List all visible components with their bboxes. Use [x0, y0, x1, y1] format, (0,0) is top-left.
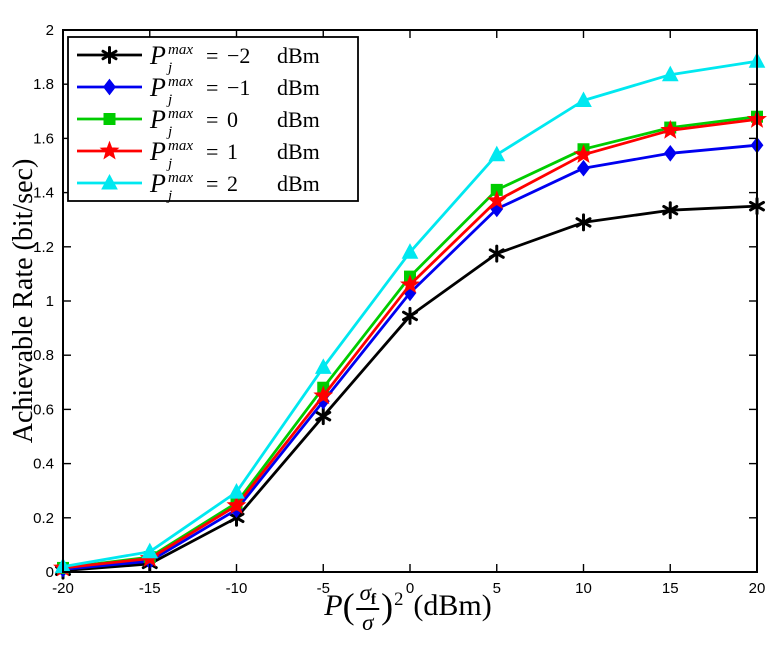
y-tick-label: 2 — [46, 22, 54, 39]
xlabel-exponent: 2 — [394, 588, 404, 610]
x-axis-label: P(σf σ)2 (dBm) — [324, 580, 492, 636]
marker-diamond — [577, 159, 590, 177]
y-axis-label: Achievable Rate (bit/sec) — [8, 158, 39, 444]
legend-var: P — [149, 169, 166, 198]
xlabel-sub-f: f — [370, 590, 377, 608]
legend-value: 1 — [227, 139, 238, 164]
legend-unit: dBm — [277, 139, 320, 164]
legend-var-sub: j — [166, 92, 172, 108]
x-tick-label: -20 — [52, 580, 74, 597]
marker-asterisk — [575, 213, 592, 232]
marker-diamond — [103, 78, 116, 96]
legend-var-sub: j — [166, 156, 172, 172]
x-tick-label: -10 — [226, 580, 248, 597]
x-tick-label: 20 — [749, 580, 766, 597]
marker-asterisk — [488, 244, 505, 263]
marker-asterisk — [662, 201, 679, 220]
legend-var-sup: max — [168, 170, 193, 186]
xlabel-close-paren: ) — [381, 585, 394, 626]
xlabel-unit: (dBm) — [413, 588, 492, 622]
marker-triangle-up — [661, 65, 679, 82]
y-tick-label: 0.4 — [33, 456, 54, 473]
legend-var: P — [149, 105, 166, 134]
marker-asterisk — [315, 407, 332, 426]
x-tick-label: -5 — [317, 580, 330, 597]
ticks — [62, 29, 758, 573]
legend-unit: dBm — [277, 75, 320, 100]
y-tick-label: 1.4 — [33, 185, 54, 202]
xlabel-sigma-denominator: σ — [362, 610, 374, 636]
legend-var: P — [149, 41, 166, 70]
y-tick-label: 1 — [46, 293, 54, 310]
legend-equals: = — [206, 43, 218, 68]
marker-pentagram — [226, 495, 247, 515]
legend-value: 0 — [227, 107, 238, 132]
y-tick-label: 1.8 — [33, 76, 54, 93]
marker-triangle-up — [228, 483, 245, 499]
legend-value: −1 — [227, 75, 250, 100]
legend-unit: dBm — [277, 171, 320, 196]
marker-square — [103, 113, 116, 125]
marker-triangle-up — [401, 243, 419, 259]
y-tick-label: 1.2 — [33, 239, 54, 256]
legend-var: P — [149, 73, 166, 102]
marker-pentagram — [313, 385, 334, 405]
legend-var-sub: j — [166, 188, 172, 204]
xlabel-sigma-numerator: σ — [359, 580, 371, 605]
marker-triangle-up — [488, 145, 506, 162]
legend-var-sub: j — [166, 60, 172, 76]
marker-pentagram — [486, 190, 507, 210]
y-tick-label: 0 — [46, 564, 54, 581]
x-tick-label: 10 — [575, 580, 592, 597]
x-tick-label: 5 — [493, 580, 501, 597]
legend-var-sub: j — [166, 124, 172, 140]
legend-unit: dBm — [277, 43, 320, 68]
legend-equals: = — [206, 171, 218, 196]
marker-triangle-up — [101, 173, 118, 190]
legend-equals: = — [206, 139, 218, 164]
y-tick-label: 0.8 — [33, 347, 54, 364]
tick-labels: -20 -15 -10 -5 0 5 10 15 2000.20.40.60.811.21.41… — [33, 22, 765, 597]
marker-triangle-up — [575, 91, 592, 107]
legend-equals: = — [206, 107, 218, 132]
xlabel-fraction-numerator: σf — [356, 580, 380, 611]
marker-pentagram — [660, 119, 681, 139]
marker-asterisk — [101, 46, 118, 64]
y-tick-label: 0.6 — [33, 401, 54, 418]
marker-diamond — [663, 144, 677, 162]
xlabel-var: P — [324, 588, 343, 622]
x-tick-label: -15 — [139, 580, 161, 597]
legend-var-sup: max — [168, 138, 193, 154]
legend-var-sup: max — [168, 106, 193, 122]
legend-var-sup: max — [168, 74, 193, 90]
x-tick-label: 0 — [406, 580, 414, 597]
marker-pentagram — [400, 274, 420, 294]
legend-value: 2 — [227, 171, 238, 196]
marker-triangle-up — [314, 358, 332, 374]
legend-value: −2 — [227, 43, 250, 68]
legend-var-sup: max — [168, 42, 193, 58]
xlabel-fraction: σf σ — [356, 580, 380, 636]
legend-equals: = — [206, 75, 218, 100]
legend-var: P — [149, 137, 166, 166]
y-tick-label: 0.2 — [33, 510, 54, 527]
marker-triangle-up — [141, 542, 159, 559]
marker-asterisk — [402, 306, 418, 325]
x-tick-label: 15 — [662, 580, 679, 597]
y-tick-label: 1.6 — [33, 130, 54, 147]
series-group — [53, 52, 767, 580]
marker-pentagram — [99, 140, 120, 160]
legend-unit: dBm — [277, 107, 320, 132]
xlabel-open-paren: ( — [342, 585, 355, 626]
marker-pentagram — [573, 144, 594, 164]
